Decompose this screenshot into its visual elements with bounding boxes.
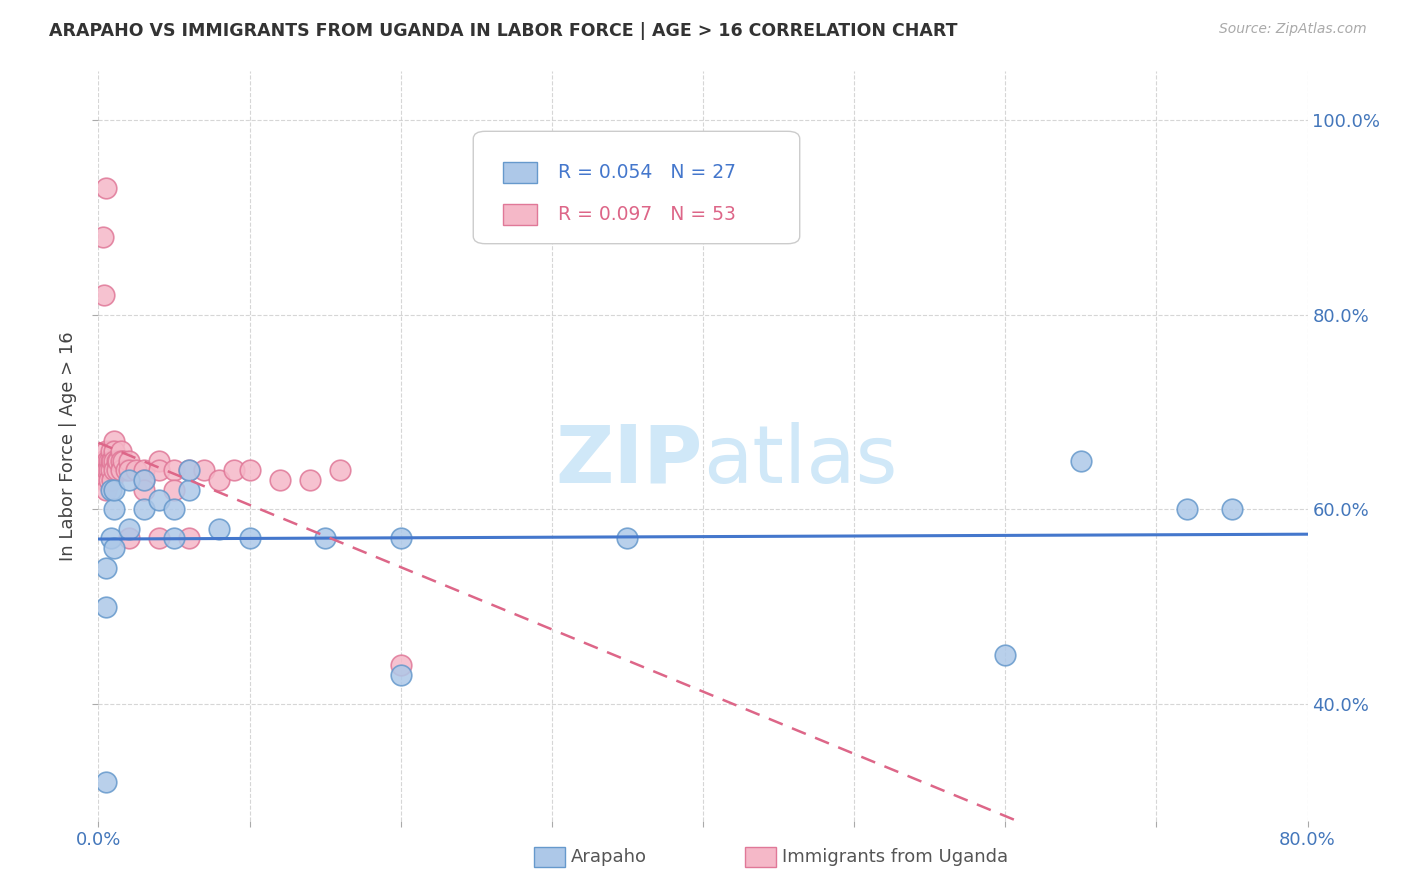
Point	[98, 473, 121, 487]
Point	[100, 483, 122, 497]
Point	[94, 560, 117, 574]
FancyBboxPatch shape	[503, 204, 537, 226]
Point	[110, 463, 132, 477]
Point	[163, 483, 186, 497]
Point	[107, 453, 129, 467]
Point	[103, 502, 125, 516]
Point	[101, 473, 124, 487]
Point	[389, 657, 412, 672]
Point	[1220, 502, 1243, 516]
Point	[103, 443, 125, 458]
Point	[94, 599, 117, 614]
Point	[91, 453, 114, 467]
Point	[163, 532, 186, 546]
Point	[179, 463, 201, 477]
Point	[118, 463, 141, 477]
Point	[111, 453, 134, 467]
Point	[193, 463, 215, 477]
Point	[148, 453, 170, 467]
Point	[103, 453, 125, 467]
Point	[118, 473, 141, 487]
Text: ARAPAHO VS IMMIGRANTS FROM UGANDA IN LABOR FORCE | AGE > 16 CORRELATION CHART: ARAPAHO VS IMMIGRANTS FROM UGANDA IN LAB…	[49, 22, 957, 40]
Point	[100, 463, 122, 477]
Point	[163, 463, 186, 477]
Point	[100, 443, 122, 458]
Y-axis label: In Labor Force | Age > 16: In Labor Force | Age > 16	[59, 331, 77, 561]
Point	[110, 443, 132, 458]
Text: Source: ZipAtlas.com: Source: ZipAtlas.com	[1219, 22, 1367, 37]
Point	[98, 453, 121, 467]
Text: Immigrants from Uganda: Immigrants from Uganda	[782, 848, 1008, 866]
Point	[103, 434, 125, 449]
Point	[132, 473, 155, 487]
Point	[94, 443, 117, 458]
Point	[314, 532, 336, 546]
Point	[110, 453, 132, 467]
Point	[132, 483, 155, 497]
Point	[994, 648, 1017, 663]
FancyBboxPatch shape	[503, 162, 537, 184]
Text: atlas: atlas	[703, 422, 897, 500]
Point	[208, 473, 231, 487]
Point	[163, 502, 186, 516]
Point	[118, 453, 141, 467]
Point	[118, 532, 141, 546]
Point	[101, 453, 124, 467]
Point	[132, 502, 155, 516]
Point	[389, 532, 412, 546]
Point	[179, 483, 201, 497]
Point	[98, 463, 121, 477]
Point	[118, 522, 141, 536]
Point	[94, 463, 117, 477]
Point	[148, 463, 170, 477]
Point	[94, 483, 117, 497]
Point	[103, 541, 125, 556]
Point	[93, 473, 115, 487]
Point	[125, 463, 148, 477]
Point	[148, 532, 170, 546]
Point	[239, 463, 262, 477]
Text: R = 0.054   N = 27: R = 0.054 N = 27	[558, 163, 735, 182]
Point	[100, 453, 122, 467]
Text: R = 0.097   N = 53: R = 0.097 N = 53	[558, 205, 735, 224]
Point	[94, 774, 117, 789]
Point	[96, 453, 118, 467]
Point	[94, 181, 117, 195]
Point	[208, 522, 231, 536]
Point	[93, 288, 115, 302]
Point	[239, 532, 262, 546]
Point	[148, 492, 170, 507]
Point	[1175, 502, 1198, 516]
Point	[389, 667, 412, 681]
Point	[179, 532, 201, 546]
Point	[132, 473, 155, 487]
Point	[299, 473, 322, 487]
Point	[103, 483, 125, 497]
Point	[91, 229, 114, 244]
Point	[96, 463, 118, 477]
Point	[103, 463, 125, 477]
Point	[94, 473, 117, 487]
Point	[105, 463, 128, 477]
Point	[1070, 453, 1092, 467]
Point	[132, 463, 155, 477]
Point	[224, 463, 246, 477]
Point	[100, 532, 122, 546]
FancyBboxPatch shape	[474, 131, 800, 244]
Point	[616, 532, 638, 546]
Point	[269, 473, 291, 487]
Text: Arapaho: Arapaho	[571, 848, 647, 866]
Point	[105, 453, 128, 467]
Point	[114, 463, 136, 477]
Point	[179, 463, 201, 477]
Point	[329, 463, 352, 477]
Text: ZIP: ZIP	[555, 422, 703, 500]
